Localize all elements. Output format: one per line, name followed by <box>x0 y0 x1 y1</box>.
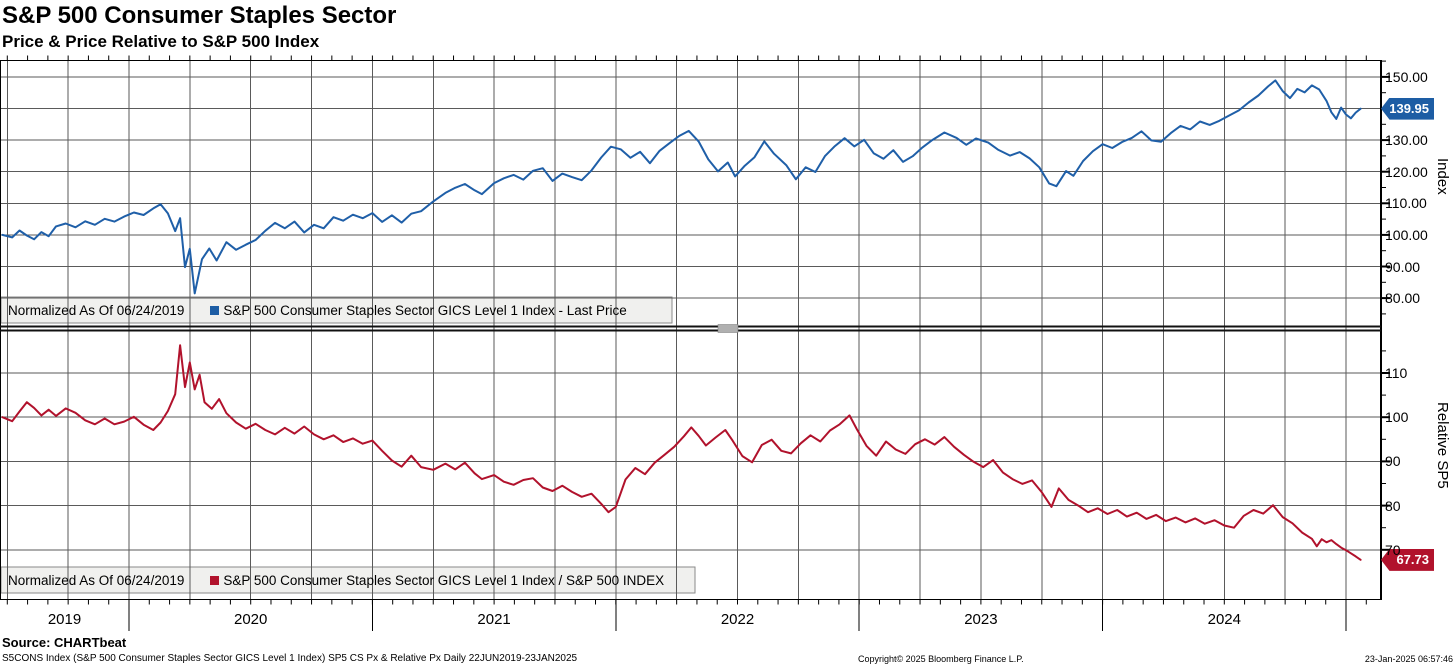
x-tick-label-year: 2022 <box>720 611 755 628</box>
y-tick-label-index: 80.00 <box>1385 290 1421 307</box>
footer-copyright: Copyright© 2025 Bloomberg Finance L.P. <box>858 654 1024 664</box>
red-series-swatch-icon <box>210 575 220 585</box>
y-tick-label-index: 90.00 <box>1385 258 1421 275</box>
normalized-as-of-label: Normalized As Of 06/24/2019 <box>8 572 185 588</box>
y-tick-label-relative: 90 <box>1385 453 1401 470</box>
y-tick-label-index: 110.00 <box>1385 195 1427 212</box>
page-subtitle: Price & Price Relative to S&P 500 Index <box>2 32 320 51</box>
series-name-label: S&P 500 Consumer Staples Sector GICS Lev… <box>223 302 627 318</box>
blue-series-swatch-icon <box>210 305 220 315</box>
x-tick-label-year: 2023 <box>964 611 998 628</box>
y-tick-label-index: 100.00 <box>1385 226 1428 243</box>
y-tick-label-index: 120.00 <box>1385 163 1428 180</box>
x-tick-label-year: 2024 <box>1207 611 1241 628</box>
last-price-badge-index: 139.95 <box>1381 97 1434 120</box>
footer-source: Source: CHARTbeat <box>2 635 127 650</box>
footer-timestamp: 23-Jan-2025 06:57:46 <box>1364 654 1453 664</box>
series-line-top <box>1 79 1362 295</box>
x-tick-label-year: 2021 <box>477 611 511 628</box>
y-tick-label-index: 130.00 <box>1385 132 1428 149</box>
legend-bottom-panel: Normalized As Of 06/24/2019 S&P 500 Cons… <box>8 567 664 593</box>
y-axis-title-index: Index <box>1434 158 1451 195</box>
y-tick-label-relative: 100 <box>1385 409 1409 426</box>
last-price-badge-relative: 67.73 <box>1381 548 1434 571</box>
legend-top-panel: Normalized As Of 06/24/2019 S&P 500 Cons… <box>8 297 627 323</box>
series-name-label: S&P 500 Consumer Staples Sector GICS Lev… <box>223 572 665 588</box>
y-tick-label-index: 150.00 <box>1385 68 1428 85</box>
panel-divider-handle[interactable] <box>717 324 739 333</box>
y-tick-label-relative: 110 <box>1385 365 1408 381</box>
series-line-bottom <box>1 344 1362 561</box>
y-tick-label-relative: 70 <box>1385 541 1401 558</box>
y-tick-label-relative: 80 <box>1385 497 1401 514</box>
footer-description: S5CONS Index (S&P 500 Consumer Staples S… <box>2 653 578 664</box>
x-tick-label-year: 2019 <box>47 611 82 628</box>
page-title: S&P 500 Consumer Staples Sector <box>2 2 397 29</box>
normalized-as-of-label: Normalized As Of 06/24/2019 <box>8 302 185 318</box>
y-axis-title-relative: Relative SP5 <box>1434 402 1451 489</box>
x-tick-label-year: 2020 <box>234 611 268 628</box>
